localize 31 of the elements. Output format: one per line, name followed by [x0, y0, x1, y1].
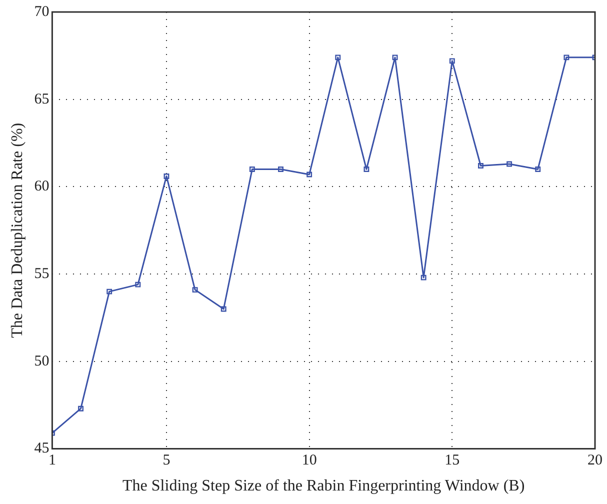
point: [392, 54, 398, 60]
point: [220, 306, 226, 312]
point: [535, 166, 541, 172]
point: [192, 287, 198, 293]
y-tick-label: 55: [34, 266, 50, 282]
point: [135, 282, 141, 288]
y-tick-label: 50: [34, 353, 50, 370]
y-tick-label: 45: [34, 440, 50, 457]
point: [420, 274, 426, 280]
point: [278, 166, 284, 172]
point: [306, 172, 312, 178]
point: [449, 58, 455, 64]
x-tick-label: 5: [162, 452, 170, 469]
point: [164, 174, 170, 179]
point: [506, 161, 512, 167]
point: [106, 288, 112, 294]
x-axis-title: The Sliding Step Size of the Rabin Fingerprinting Window (B): [122, 478, 525, 495]
x-tick-label: 1: [48, 452, 56, 469]
point: [78, 406, 84, 412]
x-tick-label: 10: [302, 452, 317, 469]
y-tick-label: 65: [34, 91, 50, 108]
y-tick-label: 60: [34, 178, 50, 195]
x-tick-label: 20: [588, 452, 602, 469]
point: [249, 166, 255, 172]
point: [564, 54, 570, 60]
point: [335, 54, 341, 60]
point: [364, 166, 370, 172]
x-tick-label: 15: [444, 452, 460, 469]
y-axis-title: The Data Deduplication Rate (%): [8, 122, 26, 338]
point: [478, 163, 484, 168]
y-tick-label: 70: [34, 4, 50, 20]
